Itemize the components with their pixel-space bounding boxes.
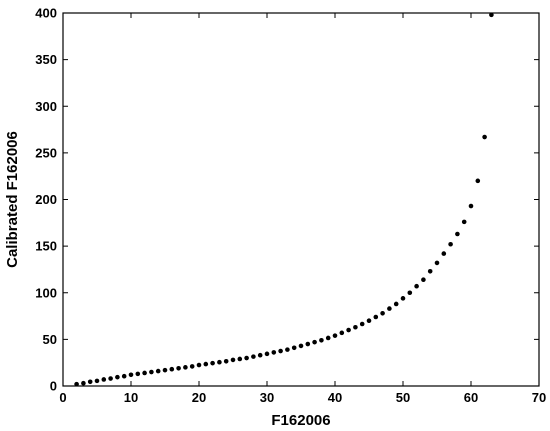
data-point — [237, 356, 243, 362]
x-tick-label: 70 — [532, 390, 546, 405]
data-point — [115, 374, 120, 380]
y-tick-label: 250 — [35, 145, 57, 160]
data-point — [291, 345, 297, 351]
data-point — [196, 362, 202, 368]
y-tick-label: 50 — [43, 332, 57, 347]
data-point — [325, 335, 331, 341]
data-point — [482, 134, 487, 140]
data-point — [142, 370, 147, 376]
data-point — [230, 357, 236, 363]
data-point — [285, 347, 290, 352]
data-point — [359, 321, 365, 327]
y-tick-label: 200 — [35, 192, 57, 207]
data-point — [203, 361, 209, 367]
data-point — [121, 373, 127, 379]
data-point — [455, 231, 460, 237]
y-axis-label: Calibrated F162006 — [4, 131, 21, 268]
data-point — [421, 277, 426, 282]
y-tick-label: 100 — [35, 285, 57, 300]
data-point — [393, 301, 399, 307]
data-point — [81, 380, 86, 386]
data-point — [298, 343, 304, 349]
data-point — [339, 330, 345, 336]
data-point — [468, 203, 474, 209]
data-point — [373, 314, 379, 320]
y-tick-label: 150 — [35, 239, 57, 254]
ticks-layer: 0 10 20 30 40 50 60 70 0 50 100 150 200 250 300 350 400 — [35, 6, 546, 406]
data-point — [278, 348, 283, 354]
data-point — [169, 366, 175, 372]
data-point — [475, 178, 481, 184]
x-axis-label: F162006 — [271, 412, 330, 429]
data-point — [149, 369, 154, 375]
plot-area-frame — [62, 12, 540, 387]
data-point — [332, 333, 338, 338]
data-point — [101, 377, 107, 382]
data-point — [319, 338, 324, 343]
data-point — [414, 283, 419, 289]
data-point — [407, 290, 413, 296]
x-tick-label: 60 — [464, 390, 478, 405]
x-tick-label: 10 — [124, 390, 138, 405]
data-point — [271, 350, 277, 355]
data-point — [183, 365, 188, 370]
data-point — [176, 365, 181, 371]
data-point — [346, 327, 351, 333]
points-layer — [74, 12, 494, 387]
data-point — [312, 339, 317, 345]
y-tick-label: 400 — [35, 6, 57, 21]
data-point — [305, 341, 311, 347]
x-tick-label: 0 — [59, 390, 66, 405]
data-point — [353, 324, 358, 330]
data-point — [264, 351, 270, 357]
x-tick-label: 50 — [396, 390, 410, 405]
data-point — [210, 360, 215, 366]
data-point — [434, 260, 440, 266]
y-tick-label: 0 — [50, 379, 57, 394]
data-point — [251, 354, 256, 359]
data-point — [427, 269, 433, 274]
x-tick-label: 20 — [192, 390, 206, 405]
data-point — [400, 296, 406, 301]
data-point — [189, 364, 195, 369]
data-point — [87, 379, 93, 385]
data-point — [135, 371, 141, 377]
data-point — [441, 251, 447, 256]
x-tick-label: 40 — [328, 390, 342, 405]
data-point — [380, 310, 385, 316]
data-point — [162, 367, 168, 373]
data-point — [155, 368, 161, 374]
y-tick-label: 350 — [35, 52, 57, 67]
data-point — [448, 241, 453, 247]
data-point — [366, 318, 372, 324]
data-point — [257, 352, 263, 358]
data-point — [217, 359, 222, 365]
data-point — [489, 12, 494, 18]
data-point — [223, 358, 229, 364]
data-point — [94, 378, 100, 384]
y-tick-label: 300 — [35, 99, 57, 114]
data-point — [461, 219, 467, 225]
data-point — [387, 306, 392, 311]
data-point — [128, 372, 134, 378]
data-point — [74, 381, 79, 387]
x-tick-label: 30 — [260, 390, 274, 405]
data-point — [244, 355, 249, 361]
data-point — [108, 376, 113, 381]
